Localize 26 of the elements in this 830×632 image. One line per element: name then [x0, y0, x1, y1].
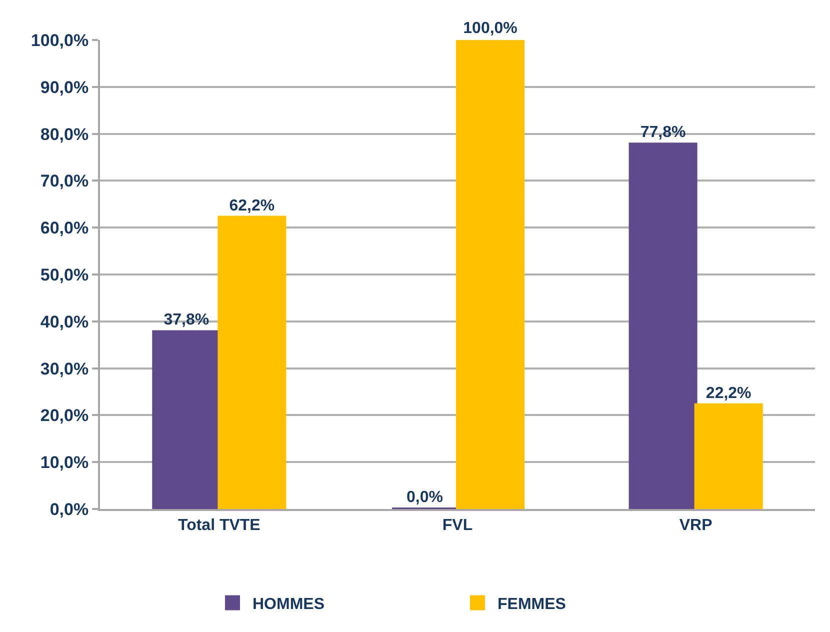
x-tick-label: FVL: [442, 517, 473, 534]
data-label: 22,2%: [706, 384, 752, 402]
y-tick-label: 70,0%: [40, 172, 89, 191]
y-tick-label: 40,0%: [40, 312, 89, 332]
data-label: 0,0%: [406, 489, 443, 506]
bar: [628, 142, 698, 509]
data-label: 77,8%: [640, 124, 686, 142]
y-tick-label: 100,0%: [30, 30, 89, 50]
data-label: 100,0%: [463, 20, 518, 37]
y-tick-label: 80,0%: [40, 124, 89, 144]
bar: [456, 40, 525, 509]
y-tick-label: 90,0%: [40, 78, 89, 97]
data-label: 37,8%: [164, 312, 210, 329]
y-tick-label: 0,0%: [50, 500, 89, 519]
bar: [694, 403, 763, 509]
y-tick-label: 30,0%: [40, 359, 89, 378]
legend-label: HOMMES: [252, 596, 325, 613]
y-tick-label: 60,0%: [40, 218, 89, 238]
legend-label: FEMMES: [498, 596, 566, 613]
y-tick-label: 10,0%: [40, 453, 89, 472]
y-tick-label: 20,0%: [40, 406, 89, 426]
data-label: 62,2%: [229, 197, 275, 214]
x-tick-label: Total TVTE: [178, 517, 261, 534]
bar: [218, 216, 286, 509]
y-tick-label: 50,0%: [40, 265, 89, 284]
x-tick-label: VRP: [679, 517, 713, 534]
